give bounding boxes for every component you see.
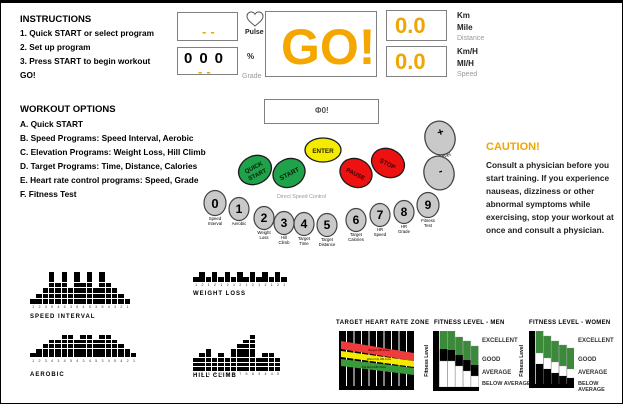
- svg-text:3: 3: [281, 216, 288, 230]
- svg-text:9: 9: [425, 198, 432, 212]
- svg-text:8: 8: [401, 205, 408, 219]
- svg-text:Aerobic: Aerobic: [232, 221, 247, 226]
- svg-text:5: 5: [324, 218, 331, 232]
- svg-text:Climb: Climb: [279, 240, 291, 245]
- svg-text:Distance: Distance: [319, 242, 336, 247]
- svg-text:Target HR Zone: Target HR Zone: [368, 348, 390, 352]
- svg-text:1: 1: [236, 202, 243, 216]
- svg-text:Grade: Grade: [398, 229, 411, 234]
- svg-text:4: 4: [301, 217, 308, 231]
- svg-text:Test: Test: [424, 223, 433, 228]
- svg-text:Loss: Loss: [259, 235, 268, 240]
- svg-text:Warm Up HR zone: Warm Up HR zone: [367, 357, 392, 361]
- svg-text:Interval: Interval: [208, 221, 222, 226]
- svg-text:Speed: Speed: [374, 232, 387, 237]
- svg-text:ENTER: ENTER: [312, 148, 334, 155]
- svg-text:Time: Time: [299, 241, 309, 246]
- svg-text:7: 7: [377, 208, 384, 222]
- svg-text:Calories: Calories: [348, 237, 364, 242]
- svg-text:6: 6: [353, 213, 360, 227]
- svg-text:Fat Burn HR Zone: Fat Burn HR Zone: [362, 365, 386, 369]
- svg-text:0: 0: [211, 196, 218, 211]
- svg-text:2: 2: [261, 211, 268, 225]
